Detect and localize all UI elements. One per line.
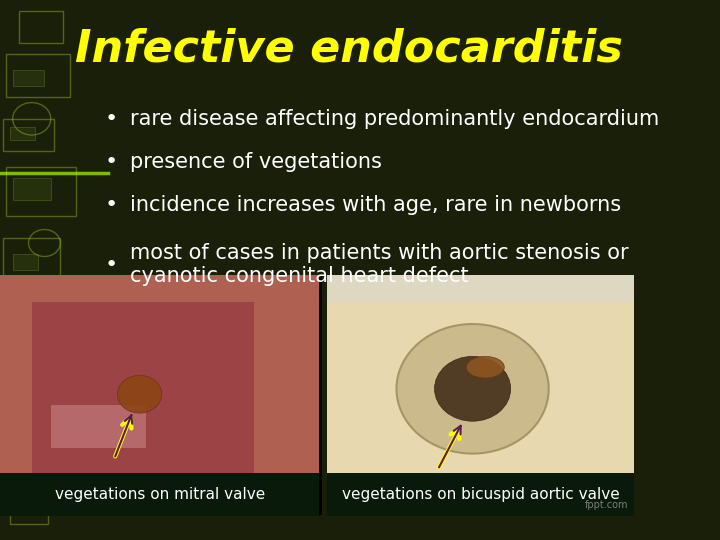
Text: •: • xyxy=(104,254,117,275)
Bar xyxy=(6,427,57,459)
Bar xyxy=(19,308,38,324)
Ellipse shape xyxy=(467,356,504,378)
Bar xyxy=(9,127,35,140)
Bar xyxy=(13,297,57,335)
Bar xyxy=(6,54,70,97)
Bar xyxy=(9,502,48,524)
Bar xyxy=(32,302,253,486)
Bar xyxy=(3,238,60,281)
Text: •: • xyxy=(104,109,117,129)
Text: most of cases in patients with aortic stenosis or
cyanotic congenital heart defe: most of cases in patients with aortic st… xyxy=(130,243,629,286)
Circle shape xyxy=(397,324,549,454)
Bar xyxy=(3,351,79,405)
Text: fppt.com: fppt.com xyxy=(585,500,628,510)
Bar xyxy=(327,275,634,302)
Bar xyxy=(327,275,634,513)
Bar xyxy=(50,405,146,448)
Circle shape xyxy=(435,356,510,421)
Bar xyxy=(0,472,320,516)
Bar xyxy=(13,491,45,508)
Text: incidence increases with age, rare in newborns: incidence increases with age, rare in ne… xyxy=(130,195,621,215)
Text: •: • xyxy=(104,152,117,172)
Bar xyxy=(19,435,45,448)
Text: vegetations on mitral valve: vegetations on mitral valve xyxy=(55,487,265,502)
Bar xyxy=(6,167,76,216)
Bar xyxy=(13,254,38,270)
Bar xyxy=(9,367,54,394)
Text: vegetations on bicuspid aortic valve: vegetations on bicuspid aortic valve xyxy=(342,487,619,502)
Text: rare disease affecting predominantly endocardium: rare disease affecting predominantly end… xyxy=(130,109,660,129)
Bar xyxy=(13,178,50,200)
Bar xyxy=(19,11,63,43)
Bar xyxy=(327,472,634,516)
Text: •: • xyxy=(104,195,117,215)
Bar xyxy=(0,275,320,513)
Bar xyxy=(13,70,45,86)
Text: presence of vegetations: presence of vegetations xyxy=(130,152,382,172)
Bar xyxy=(3,119,54,151)
Bar xyxy=(3,470,67,513)
Text: Infective endocarditis: Infective endocarditis xyxy=(75,27,623,70)
Circle shape xyxy=(117,375,162,413)
